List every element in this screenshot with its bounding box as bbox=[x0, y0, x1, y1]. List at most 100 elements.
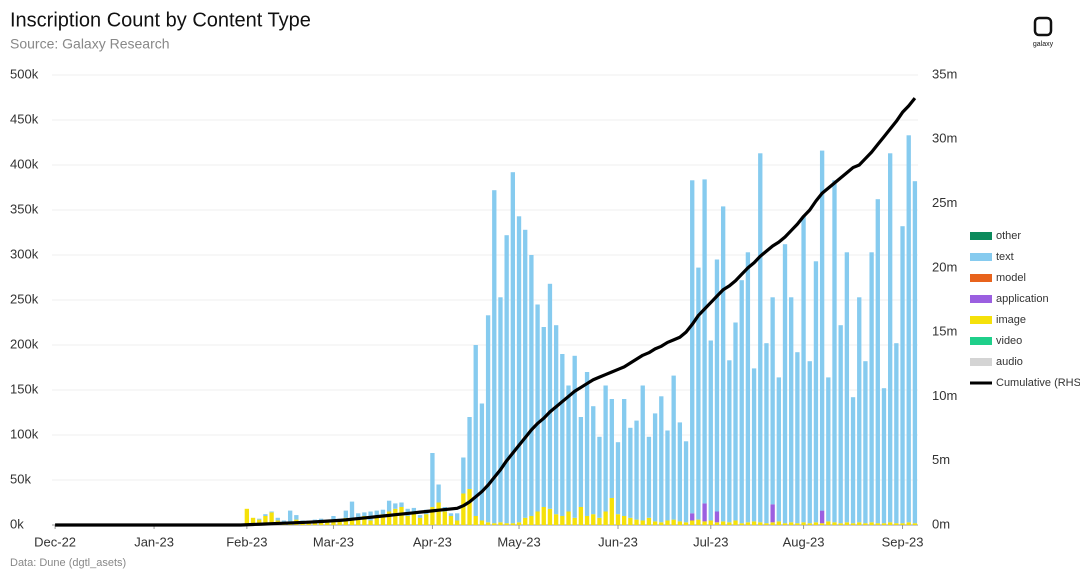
bar bbox=[436, 484, 441, 503]
bar bbox=[591, 406, 596, 515]
y2-tick-label: 15m bbox=[932, 324, 957, 339]
chart-title: Inscription Count by Content Type bbox=[10, 9, 311, 31]
bar bbox=[529, 255, 534, 516]
x-tick-label: Jun-23 bbox=[598, 534, 638, 549]
bar bbox=[269, 511, 274, 513]
bar bbox=[628, 517, 633, 525]
bar bbox=[702, 503, 707, 522]
bar bbox=[751, 521, 757, 525]
bar bbox=[362, 512, 367, 516]
bar bbox=[578, 507, 584, 525]
legend-label: image bbox=[996, 314, 1026, 326]
bar bbox=[523, 517, 528, 525]
bar bbox=[492, 190, 497, 524]
y2-tick-label: 0m bbox=[932, 516, 950, 531]
x-tick-label: Jan-23 bbox=[134, 534, 174, 549]
bar bbox=[733, 520, 738, 525]
bar bbox=[819, 150, 825, 511]
bar bbox=[535, 304, 540, 512]
bar bbox=[553, 325, 559, 515]
bar bbox=[349, 519, 355, 525]
bar bbox=[671, 519, 676, 525]
bar bbox=[714, 522, 720, 525]
x-tick-label: Sep-23 bbox=[882, 534, 924, 549]
bar bbox=[881, 388, 887, 524]
bar bbox=[461, 457, 466, 494]
y2-tick-label: 30m bbox=[932, 131, 957, 146]
bar bbox=[250, 517, 256, 525]
bar bbox=[448, 516, 454, 525]
bar bbox=[424, 514, 429, 525]
legend-swatch bbox=[970, 316, 992, 324]
legend-swatch bbox=[970, 337, 992, 345]
bar bbox=[887, 153, 893, 523]
bar bbox=[826, 377, 831, 522]
bar bbox=[671, 375, 676, 520]
legend-swatch bbox=[970, 295, 992, 303]
bar bbox=[720, 521, 726, 525]
bar bbox=[622, 516, 627, 525]
bar bbox=[782, 523, 788, 525]
bar bbox=[479, 520, 485, 525]
bar bbox=[807, 523, 812, 525]
bar bbox=[374, 517, 379, 525]
bar bbox=[659, 396, 664, 523]
bar bbox=[331, 516, 336, 521]
bar bbox=[263, 514, 268, 516]
bar bbox=[789, 297, 794, 523]
cumulative-line bbox=[55, 97, 917, 527]
bar bbox=[659, 522, 664, 525]
bar bbox=[875, 523, 880, 525]
y-tick-label: 50k bbox=[10, 471, 31, 486]
bar bbox=[411, 507, 417, 512]
bar bbox=[263, 516, 268, 525]
bar bbox=[244, 508, 250, 525]
bar bbox=[405, 516, 410, 525]
legend-label: Cumulative (RHS) bbox=[996, 377, 1080, 389]
bar bbox=[801, 522, 806, 525]
bar bbox=[900, 523, 905, 525]
bar bbox=[881, 523, 887, 525]
bar bbox=[430, 507, 435, 525]
bar bbox=[646, 517, 652, 525]
bar bbox=[566, 511, 571, 525]
bar bbox=[758, 522, 763, 525]
bar bbox=[776, 521, 781, 525]
bar bbox=[399, 507, 404, 525]
bar bbox=[714, 259, 720, 512]
bar bbox=[374, 510, 379, 518]
bar bbox=[343, 510, 348, 518]
bar bbox=[603, 385, 608, 512]
bar bbox=[269, 512, 274, 525]
y2-tick-label: 5m bbox=[932, 452, 950, 467]
bar bbox=[844, 252, 850, 523]
bar bbox=[850, 397, 856, 524]
bar bbox=[665, 520, 670, 525]
bar bbox=[467, 489, 472, 525]
bar bbox=[646, 436, 652, 518]
legend-label: text bbox=[996, 251, 1014, 263]
x-tick-label: Dec-22 bbox=[34, 534, 76, 549]
bar bbox=[393, 503, 398, 509]
bar bbox=[844, 522, 850, 525]
y-tick-label: 400k bbox=[10, 156, 39, 171]
bar bbox=[745, 252, 751, 523]
y-tick-label: 100k bbox=[10, 426, 39, 441]
bar bbox=[850, 523, 856, 525]
bar bbox=[516, 522, 522, 525]
bar bbox=[875, 199, 880, 524]
bar bbox=[498, 522, 503, 525]
bar bbox=[368, 520, 373, 525]
bar bbox=[312, 519, 318, 521]
bar bbox=[492, 523, 497, 525]
bar bbox=[894, 343, 899, 524]
bar bbox=[609, 399, 614, 498]
bar bbox=[776, 377, 781, 522]
bar bbox=[584, 516, 590, 525]
bar bbox=[863, 523, 868, 525]
bar bbox=[832, 522, 837, 525]
bar bbox=[356, 513, 361, 519]
bar bbox=[473, 516, 478, 525]
bar bbox=[696, 519, 701, 525]
bar bbox=[677, 521, 683, 525]
